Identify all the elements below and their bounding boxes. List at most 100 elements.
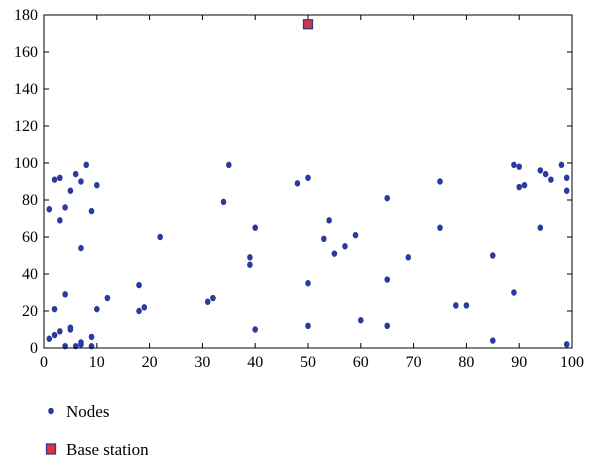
node-point <box>94 305 100 313</box>
legend-item-base-station: Base station <box>45 440 149 459</box>
x-tick-label: 70 <box>406 354 422 371</box>
x-tick-label: 10 <box>89 354 105 371</box>
y-tick-label: 100 <box>14 155 38 172</box>
x-tick-label: 90 <box>511 354 527 371</box>
node-point <box>88 333 95 341</box>
node-point <box>136 281 142 289</box>
node-point <box>305 322 311 329</box>
node-point <box>384 194 391 202</box>
node-point <box>51 331 58 339</box>
node-point <box>51 176 58 183</box>
node-point <box>57 217 63 224</box>
plot-area-frame <box>43 14 573 349</box>
node-point <box>511 161 517 169</box>
node-point <box>437 178 443 185</box>
node-point <box>453 302 459 309</box>
axis-tick-labels: 0 10 20 30 40 50 60 70 80 90 100 0 20 40 60 80 100 120 140… <box>14 7 584 371</box>
node-point <box>437 224 443 231</box>
node-point <box>136 307 142 315</box>
node-point <box>210 294 216 302</box>
node-point <box>305 280 311 287</box>
node-point <box>141 304 148 311</box>
node-point <box>78 244 84 252</box>
node-point <box>490 252 496 259</box>
node-point <box>516 163 522 170</box>
node-point <box>220 198 227 206</box>
node-point <box>563 187 570 194</box>
node-point <box>516 183 522 191</box>
node-point <box>305 174 311 181</box>
node-point <box>537 167 544 174</box>
legend-square-marker <box>45 443 57 455</box>
y-tick-label: 140 <box>14 81 38 98</box>
y-tick-label: 0 <box>30 340 38 357</box>
node-point <box>83 161 90 169</box>
x-tick-label: 30 <box>194 354 210 371</box>
node-point <box>247 261 253 268</box>
y-tick-label: 80 <box>22 192 38 209</box>
y-tick-label: 160 <box>14 44 38 61</box>
x-tick-label: 60 <box>353 354 369 371</box>
node-point <box>405 254 412 261</box>
node-point <box>342 243 348 250</box>
node-point <box>537 224 544 231</box>
node-point <box>62 204 68 211</box>
node-point <box>358 317 364 324</box>
legend-label: Base station <box>66 440 149 459</box>
node-point <box>548 176 554 183</box>
node-point <box>247 254 253 261</box>
node-point <box>294 180 301 187</box>
base-station-point <box>302 19 314 30</box>
node-point <box>352 231 359 239</box>
y-tick-label: 60 <box>22 229 38 246</box>
node-point <box>326 217 332 224</box>
node-point <box>157 233 163 241</box>
node-point <box>463 302 470 309</box>
node-point <box>226 161 232 169</box>
x-tick-label: 0 <box>40 354 48 371</box>
x-tick-label: 50 <box>300 354 316 371</box>
node-point <box>67 187 74 194</box>
node-point <box>67 324 74 331</box>
node-point <box>252 224 258 231</box>
node-point <box>46 206 53 213</box>
node-point <box>46 335 53 342</box>
y-tick-label: 180 <box>14 7 38 24</box>
node-point <box>62 291 68 298</box>
node-point <box>490 337 496 344</box>
x-tick-label: 100 <box>560 354 584 371</box>
node-point <box>57 328 63 335</box>
axis-ticks <box>43 14 573 349</box>
legend-item-nodes: Nodes <box>48 402 109 421</box>
x-tick-label: 40 <box>247 354 263 371</box>
node-point <box>204 298 211 305</box>
y-tick-label: 20 <box>22 303 38 320</box>
node-point <box>511 289 517 296</box>
x-tick-label: 20 <box>142 354 158 371</box>
node-point <box>542 170 549 178</box>
y-tick-label: 40 <box>22 266 38 283</box>
node-point <box>57 174 63 181</box>
node-point <box>563 341 570 348</box>
legend-dot-marker <box>48 407 54 415</box>
node-point <box>51 305 58 313</box>
y-tick-label: 120 <box>14 118 38 135</box>
node-point <box>321 235 327 243</box>
data-points <box>46 19 570 350</box>
node-point <box>521 182 528 189</box>
node-point <box>78 339 84 346</box>
node-point <box>558 161 565 169</box>
legend: Nodes Base station <box>45 402 149 459</box>
node-point <box>94 182 100 189</box>
node-point <box>252 326 258 333</box>
node-point <box>563 174 570 181</box>
node-point <box>104 294 111 302</box>
node-point <box>88 207 95 215</box>
node-point <box>384 276 391 283</box>
node-point <box>72 170 79 178</box>
node-point <box>331 250 338 257</box>
node-point <box>78 178 84 185</box>
node-point <box>384 322 391 329</box>
legend-label: Nodes <box>66 402 109 421</box>
